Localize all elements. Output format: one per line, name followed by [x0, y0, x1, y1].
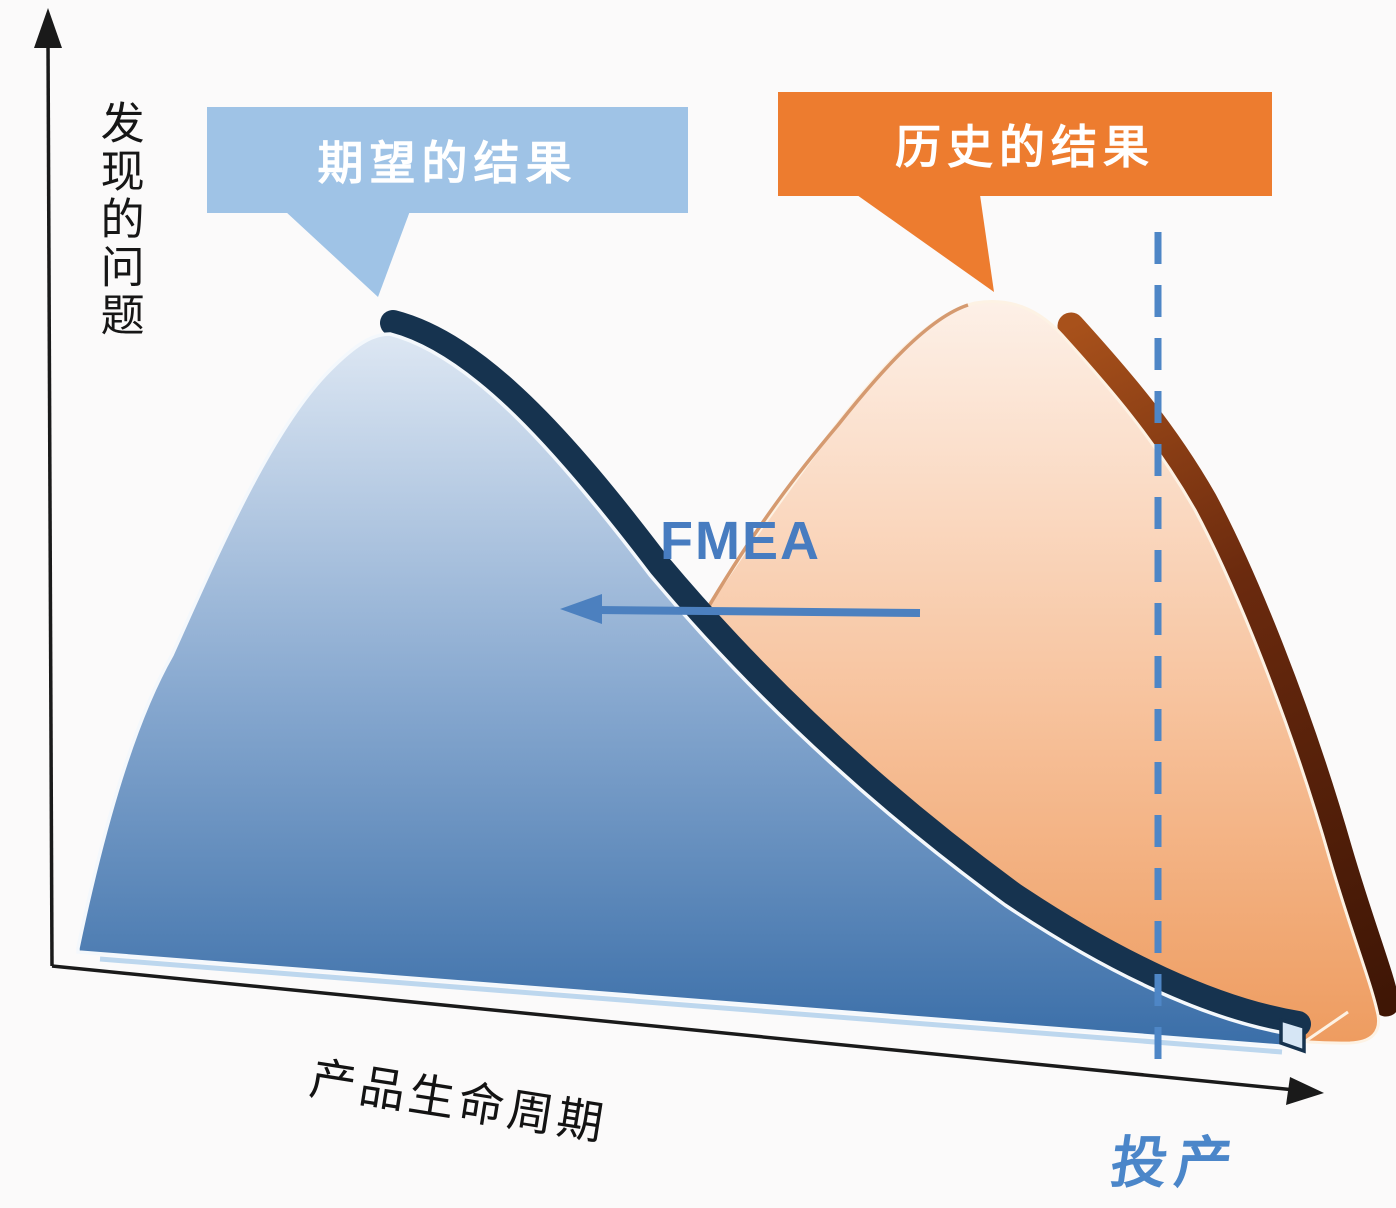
y-axis-arrow-icon — [34, 8, 62, 48]
y-axis — [34, 8, 62, 967]
launch-label: 投产 — [1107, 1131, 1244, 1194]
historical-curve-left-edge — [701, 303, 969, 617]
historical-curve-crease — [1299, 1010, 1349, 1047]
historical-callout-label: 历史的结果 — [895, 121, 1155, 173]
expected-callout: 期望的结果 — [207, 107, 688, 213]
fmea-arrowhead-icon — [560, 594, 602, 624]
fmea-label: FMEA — [660, 511, 821, 571]
expected-curve-ribbon — [380, 310, 1311, 1037]
x-axis-arrow-icon — [1286, 1077, 1324, 1105]
expected-callout-label: 期望的结果 — [317, 137, 578, 189]
expected-callout-tail — [285, 211, 410, 297]
x-axis — [51, 964, 1324, 1105]
y-axis-label: 发现的问题 — [93, 100, 143, 340]
expected-curve-baseline-highlight — [99, 956, 1283, 1055]
historical-curve-ribbon — [1057, 312, 1396, 1017]
expected-curve-endcap — [1279, 1017, 1306, 1054]
expected-curve — [76, 310, 1311, 1055]
historical-callout-tail — [857, 195, 994, 292]
expected-curve-area — [76, 332, 1295, 1049]
historical-callout: 历史的结果 — [778, 92, 1272, 196]
fmea-arrow — [560, 594, 921, 624]
